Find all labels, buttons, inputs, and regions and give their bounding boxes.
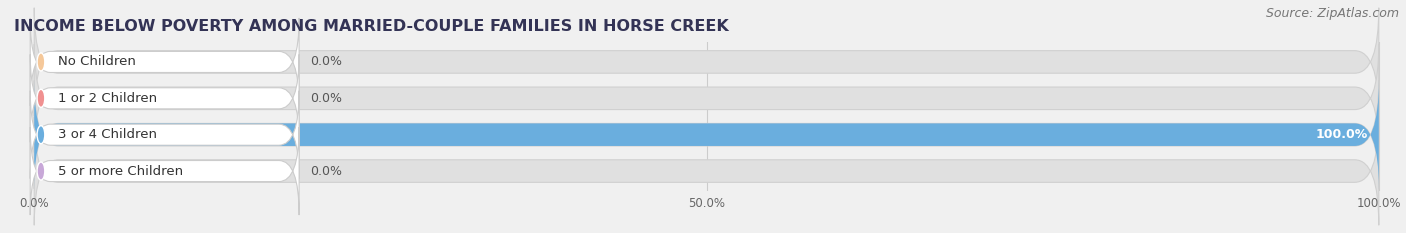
Text: 0.0%: 0.0%	[309, 55, 342, 69]
Text: 5 or more Children: 5 or more Children	[59, 164, 184, 178]
FancyBboxPatch shape	[30, 54, 299, 142]
Text: INCOME BELOW POVERTY AMONG MARRIED-COUPLE FAMILIES IN HORSE CREEK: INCOME BELOW POVERTY AMONG MARRIED-COUPL…	[14, 19, 728, 34]
Text: 3 or 4 Children: 3 or 4 Children	[59, 128, 157, 141]
FancyBboxPatch shape	[34, 8, 1379, 116]
Ellipse shape	[37, 126, 45, 144]
FancyBboxPatch shape	[34, 80, 1379, 189]
FancyBboxPatch shape	[34, 44, 1379, 153]
Text: 0.0%: 0.0%	[309, 92, 342, 105]
Text: 0.0%: 0.0%	[309, 164, 342, 178]
Text: 100.0%: 100.0%	[1316, 128, 1368, 141]
Ellipse shape	[37, 162, 45, 180]
Text: 1 or 2 Children: 1 or 2 Children	[59, 92, 157, 105]
FancyBboxPatch shape	[34, 80, 1379, 189]
FancyBboxPatch shape	[30, 127, 299, 215]
FancyBboxPatch shape	[34, 117, 1379, 225]
FancyBboxPatch shape	[30, 91, 299, 179]
Text: Source: ZipAtlas.com: Source: ZipAtlas.com	[1265, 7, 1399, 20]
FancyBboxPatch shape	[30, 18, 299, 106]
Text: No Children: No Children	[59, 55, 136, 69]
Ellipse shape	[37, 89, 45, 107]
Ellipse shape	[37, 53, 45, 71]
